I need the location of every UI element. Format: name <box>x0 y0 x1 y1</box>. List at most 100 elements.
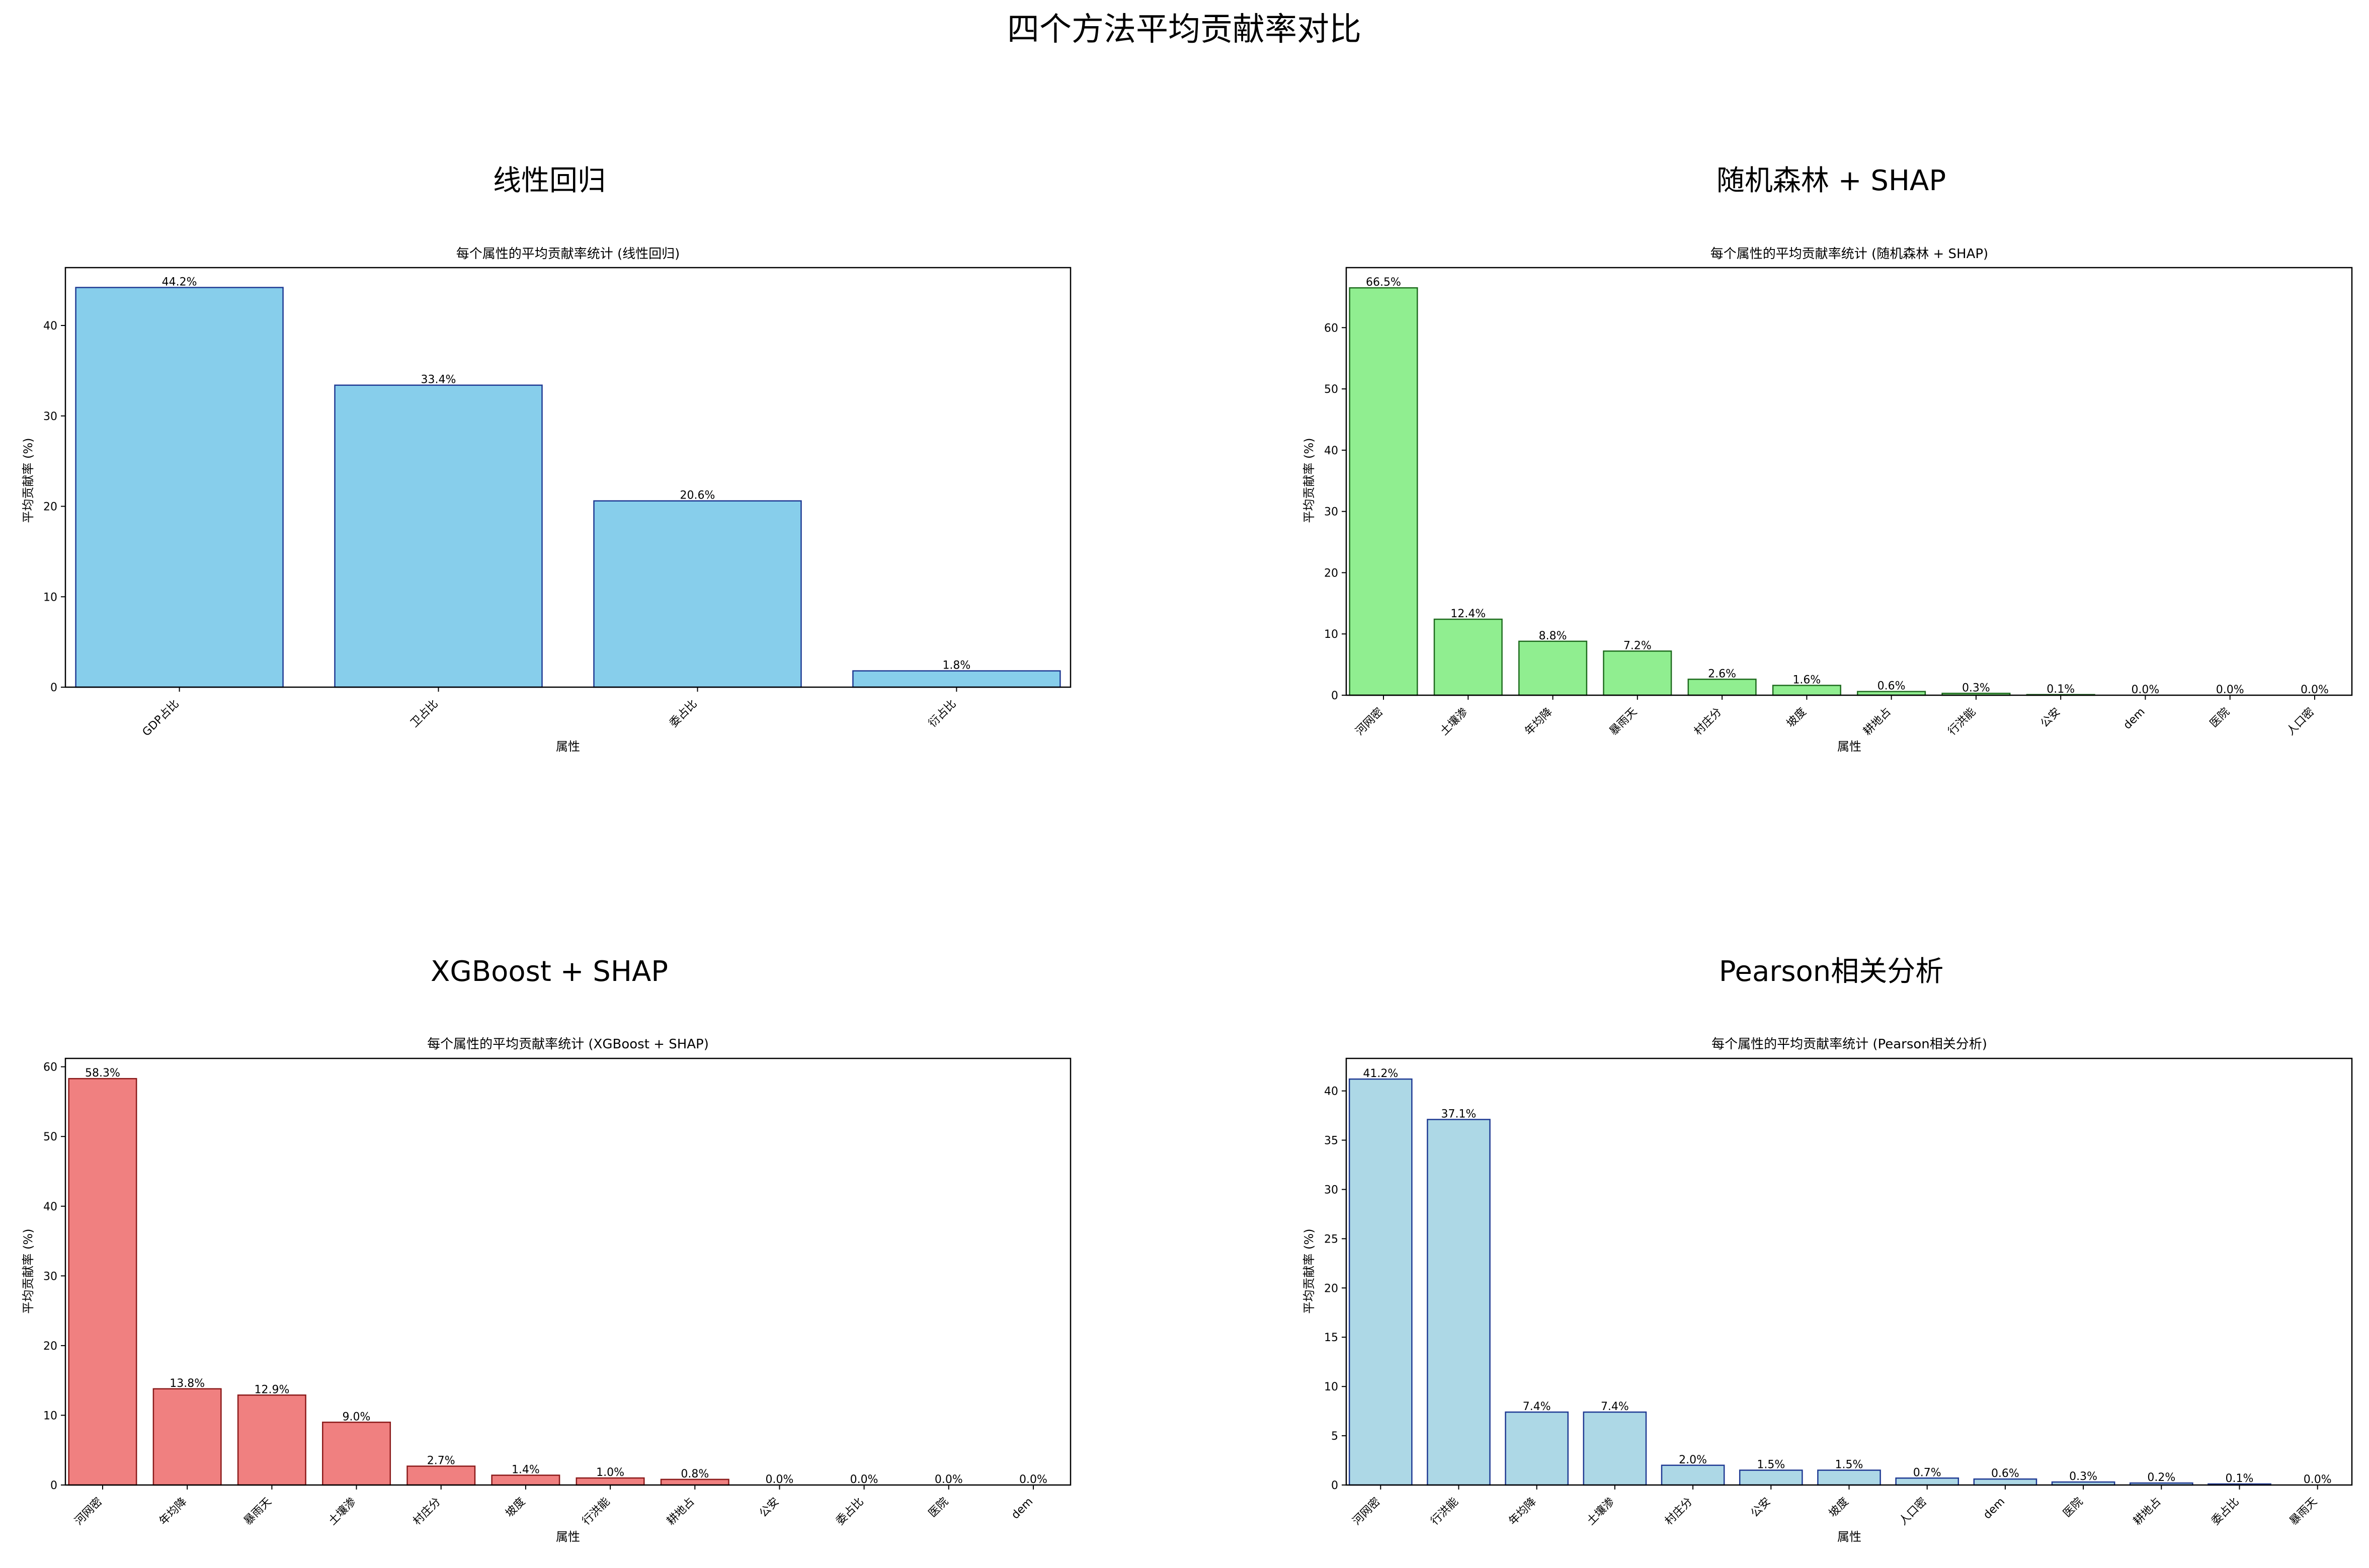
bar <box>1817 1469 1881 1486</box>
y-tick-label: 20 <box>1324 567 1338 580</box>
bar <box>1348 1078 1413 1486</box>
y-tick-label: 30 <box>43 410 57 423</box>
x-tick-label: 土壤渗 <box>1585 1496 1617 1528</box>
chart-title: 每个属性的平均贡献率统计 (Pearson相关分析) <box>1711 1037 1987 1052</box>
x-axis-label: 属性 <box>556 1530 580 1544</box>
x-tick-label: 公安 <box>757 1496 782 1520</box>
axes-frame <box>64 1057 1072 1486</box>
y-tick-label: 10 <box>1324 628 1338 641</box>
x-tick-label: 衍占比 <box>926 698 958 730</box>
bar <box>322 1422 391 1486</box>
x-axis-label: 属性 <box>1837 739 1861 754</box>
y-tick-label: 20 <box>1324 1282 1338 1295</box>
x-tick-label: 年均降 <box>157 1496 189 1528</box>
y-tick-label: 10 <box>43 1410 57 1422</box>
x-tick-label: dem <box>1981 1496 2007 1522</box>
bar <box>68 1078 137 1486</box>
x-tick-label: 卫占比 <box>408 698 440 730</box>
x-tick-label: 耕地占 <box>665 1496 697 1528</box>
x-tick-label: 委占比 <box>834 1496 866 1528</box>
data-label: 0.7% <box>1913 1466 1941 1479</box>
data-label: 37.1% <box>1441 1108 1477 1120</box>
chart-title: 每个属性的平均贡献率统计 (XGBoost + SHAP) <box>427 1037 709 1052</box>
y-tick-label: 5 <box>1331 1430 1338 1443</box>
plot-area: 58.3% 河网密 13.8% 年均降 12.9% 暴雨天 9.0% 土壤渗 2.7% 村庄分 1.… <box>43 1057 1072 1528</box>
y-tick-label: 0 <box>50 682 57 694</box>
bar <box>1427 1119 1491 1486</box>
data-label: 0.0% <box>2216 684 2244 696</box>
bar <box>593 500 802 688</box>
x-tick-label: 耕地占 <box>2131 1496 2163 1528</box>
x-tick-label: 耕地占 <box>1861 706 1893 738</box>
axes-frame <box>64 267 1072 688</box>
data-label: 20.6% <box>680 489 715 502</box>
y-tick-label: 50 <box>43 1131 57 1143</box>
bar <box>1739 1469 1803 1486</box>
x-tick-label: 坡度 <box>1784 706 1809 730</box>
y-axis-label: 平均贡献率 (%) <box>1302 1228 1316 1313</box>
x-tick-label: 行洪能 <box>1428 1496 1460 1528</box>
y-axis-label: 平均贡献率 (%) <box>21 1228 35 1313</box>
data-label: 12.9% <box>254 1383 289 1396</box>
data-label: 2.6% <box>1708 668 1736 680</box>
bar <box>576 1477 645 1486</box>
data-label: 1.5% <box>1757 1459 1785 1471</box>
plot-area: 41.2% 河网密 37.1% 行洪能 7.4% 年均降 7.4% 土壤渗 2.0% 村庄分 1.5… <box>1324 1057 2353 1528</box>
data-label: 1.5% <box>1835 1459 1863 1471</box>
bar <box>334 384 543 688</box>
bar <box>1433 618 1503 696</box>
x-tick-label: 行洪能 <box>1946 706 1978 738</box>
x-tick-label: 坡度 <box>1827 1496 1851 1520</box>
x-tick-label: GDP占比 <box>140 698 182 739</box>
bar <box>1603 650 1672 696</box>
data-label: 0.6% <box>1877 680 1906 693</box>
data-label: 0.0% <box>2301 684 2329 696</box>
panel-random-forest-shap: 随机森林 + SHAP 每个属性的平均贡献率统计 (随机森林 + SHAP) 平… <box>1302 164 2353 754</box>
data-label: 0.1% <box>2226 1472 2254 1485</box>
panel-caption: 线性回归 <box>493 164 606 197</box>
x-tick-label: 土壤渗 <box>1438 706 1470 738</box>
data-label: 1.0% <box>596 1466 624 1479</box>
plot-area: 66.5% 河网密 12.4% 土壤渗 8.8% 年均降 7.2% 暴雨天 2.6% 村庄分 1.6… <box>1324 267 2353 738</box>
data-label: 58.3% <box>85 1067 120 1080</box>
data-label: 1.8% <box>942 659 970 672</box>
bar <box>152 1388 222 1486</box>
x-tick-label: 暴雨天 <box>1607 706 1640 738</box>
bar <box>1661 1464 1725 1486</box>
x-axis-label: 属性 <box>1837 1530 1861 1544</box>
bar <box>1687 679 1757 696</box>
data-label: 12.4% <box>1450 608 1486 620</box>
panel-caption: XGBoost + SHAP <box>431 955 668 988</box>
y-tick-label: 30 <box>43 1270 57 1283</box>
data-label: 0.8% <box>681 1468 709 1480</box>
bar <box>75 287 284 688</box>
bar <box>1895 1477 1959 1486</box>
x-tick-label: 暴雨天 <box>2288 1496 2320 1528</box>
panel-caption: 随机森林 + SHAP <box>1717 164 1946 197</box>
bar <box>1518 640 1588 696</box>
x-tick-label: 行洪能 <box>580 1496 612 1528</box>
x-tick-label: 村庄分 <box>1692 706 1724 738</box>
y-tick-label: 15 <box>1324 1332 1338 1344</box>
data-label: 0.0% <box>935 1473 963 1486</box>
data-label: 8.8% <box>1539 630 1567 642</box>
y-tick-label: 30 <box>1324 1184 1338 1197</box>
x-tick-label: 医院 <box>2061 1496 2086 1520</box>
x-tick-label: 医院 <box>926 1496 951 1520</box>
panel-caption: Pearson相关分析 <box>1719 955 1944 988</box>
axes-frame <box>1345 1057 2353 1486</box>
bar <box>1772 685 1841 696</box>
y-tick-label: 20 <box>43 501 57 514</box>
data-label: 44.2% <box>162 276 197 289</box>
panel-xgboost-shap: XGBoost + SHAP 每个属性的平均贡献率统计 (XGBoost + S… <box>21 955 1072 1544</box>
bar <box>237 1394 306 1486</box>
x-tick-label: 委占比 <box>2209 1496 2241 1528</box>
data-label: 33.4% <box>421 374 456 386</box>
x-tick-label: 公安 <box>1749 1496 1773 1520</box>
chart-title: 每个属性的平均贡献率统计 (随机森林 + SHAP) <box>1710 246 1988 262</box>
data-label: 0.0% <box>850 1473 878 1486</box>
bar <box>1349 287 1418 696</box>
y-tick-label: 35 <box>1324 1135 1338 1147</box>
data-label: 7.4% <box>1523 1400 1551 1413</box>
